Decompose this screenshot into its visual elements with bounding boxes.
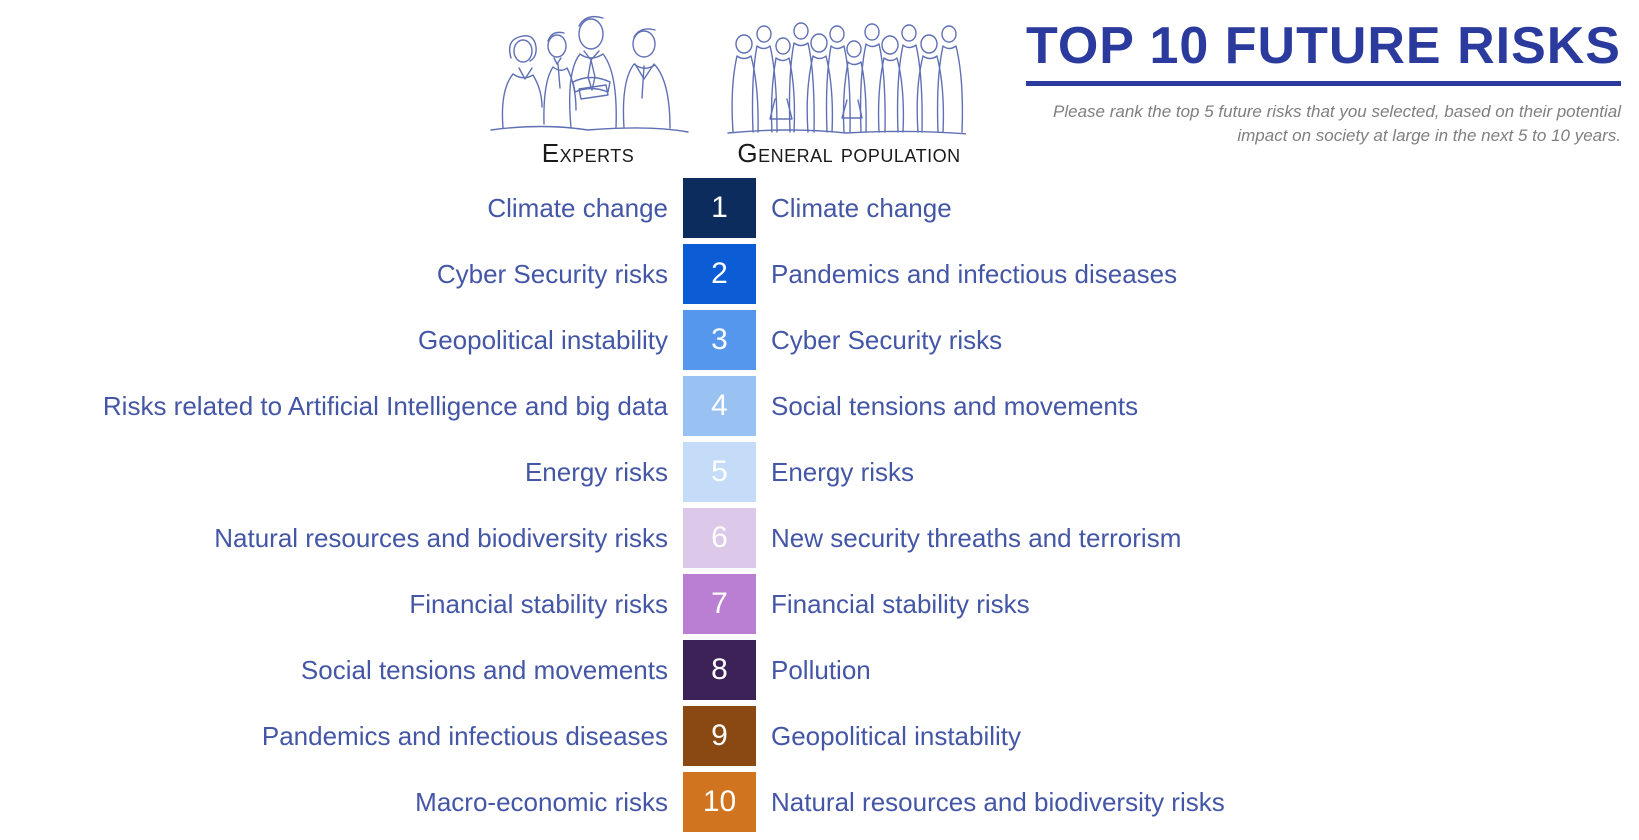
risk-row: Social tensions and movements 8 Pollutio… [0, 640, 1639, 700]
page-title: TOP 10 FUTURE RISKS [1026, 16, 1621, 86]
expert-risk-label: Natural resources and biodiversity risks [214, 522, 668, 553]
general-risk-label: Pandemics and infectious diseases [771, 258, 1178, 289]
expert-risk-label: Financial stability risks [409, 588, 668, 619]
risk-row: Energy risks 5 Energy risks [0, 442, 1639, 502]
risk-row: Financial stability risks 7 Financial st… [0, 574, 1639, 634]
subtitle-line-1: Please rank the top 5 future risks that … [1053, 102, 1621, 121]
expert-risk-label: Geopolitical instability [417, 324, 668, 355]
column-label-general-population: General population [737, 138, 961, 168]
general-risk-label: Energy risks [771, 456, 915, 487]
general-risk-label: Geopolitical instability [771, 720, 1022, 751]
expert-risk-label: Energy risks [524, 456, 668, 487]
header: TOP 10 FUTURE RISKS Please rank the top … [1026, 16, 1621, 148]
risk-row: Cyber Security risks 2 Pandemics and inf… [0, 244, 1639, 304]
expert-risk-label: Social tensions and movements [300, 654, 668, 685]
expert-risk-label: Macro-economic risks [415, 786, 668, 817]
experts-group-icon [490, 15, 689, 133]
general-risk-label: Pollution [771, 654, 871, 685]
column-label-experts: Experts [541, 138, 635, 168]
rank-badge: 2 [683, 244, 756, 304]
survey-question-text: Please rank the top 5 future risks that … [1026, 100, 1621, 148]
rank-badge: 3 [683, 310, 756, 370]
expert-risk-label: Pandemics and infectious diseases [261, 720, 668, 751]
rank-badge: 1 [683, 178, 756, 238]
general-risk-label: Climate change [771, 192, 952, 223]
rank-badge: 6 [683, 508, 756, 568]
ranking-rows: Climate change 1 Climate change Cyber Se… [0, 178, 1639, 838]
risk-row: Natural resources and biodiversity risks… [0, 508, 1639, 568]
rank-badge: 8 [683, 640, 756, 700]
expert-risk-label: Climate change [487, 192, 668, 223]
subtitle-line-2: impact on society at large in the next 5… [1237, 125, 1621, 145]
rank-badge: 4 [683, 376, 756, 436]
general-risk-label: Cyber Security risks [771, 324, 1003, 355]
crowd-icon [727, 22, 966, 135]
risk-row: Risks related to Artificial Intelligence… [0, 376, 1639, 436]
risk-row: Pandemics and infectious diseases 9 Geop… [0, 706, 1639, 766]
general-population-illustration [726, 4, 966, 138]
experts-illustration [483, 6, 693, 138]
rank-badge: 9 [683, 706, 756, 766]
risk-row: Macro-economic risks 10 Natural resource… [0, 772, 1639, 832]
risk-row: Geopolitical instability 3 Cyber Securit… [0, 310, 1639, 370]
risk-row: Climate change 1 Climate change [0, 178, 1639, 238]
general-risk-label: Financial stability risks [771, 588, 1030, 619]
rank-badge: 10 [683, 772, 756, 832]
rank-badge: 5 [683, 442, 756, 502]
general-risk-label: Social tensions and movements [771, 390, 1139, 421]
expert-risk-label: Risks related to Artificial Intelligence… [102, 390, 668, 421]
expert-risk-label: Cyber Security risks [436, 258, 668, 289]
general-risk-label: Natural resources and biodiversity risks [771, 786, 1225, 817]
general-risk-label: New security threaths and terrorism [771, 522, 1182, 553]
rank-badge: 7 [683, 574, 756, 634]
